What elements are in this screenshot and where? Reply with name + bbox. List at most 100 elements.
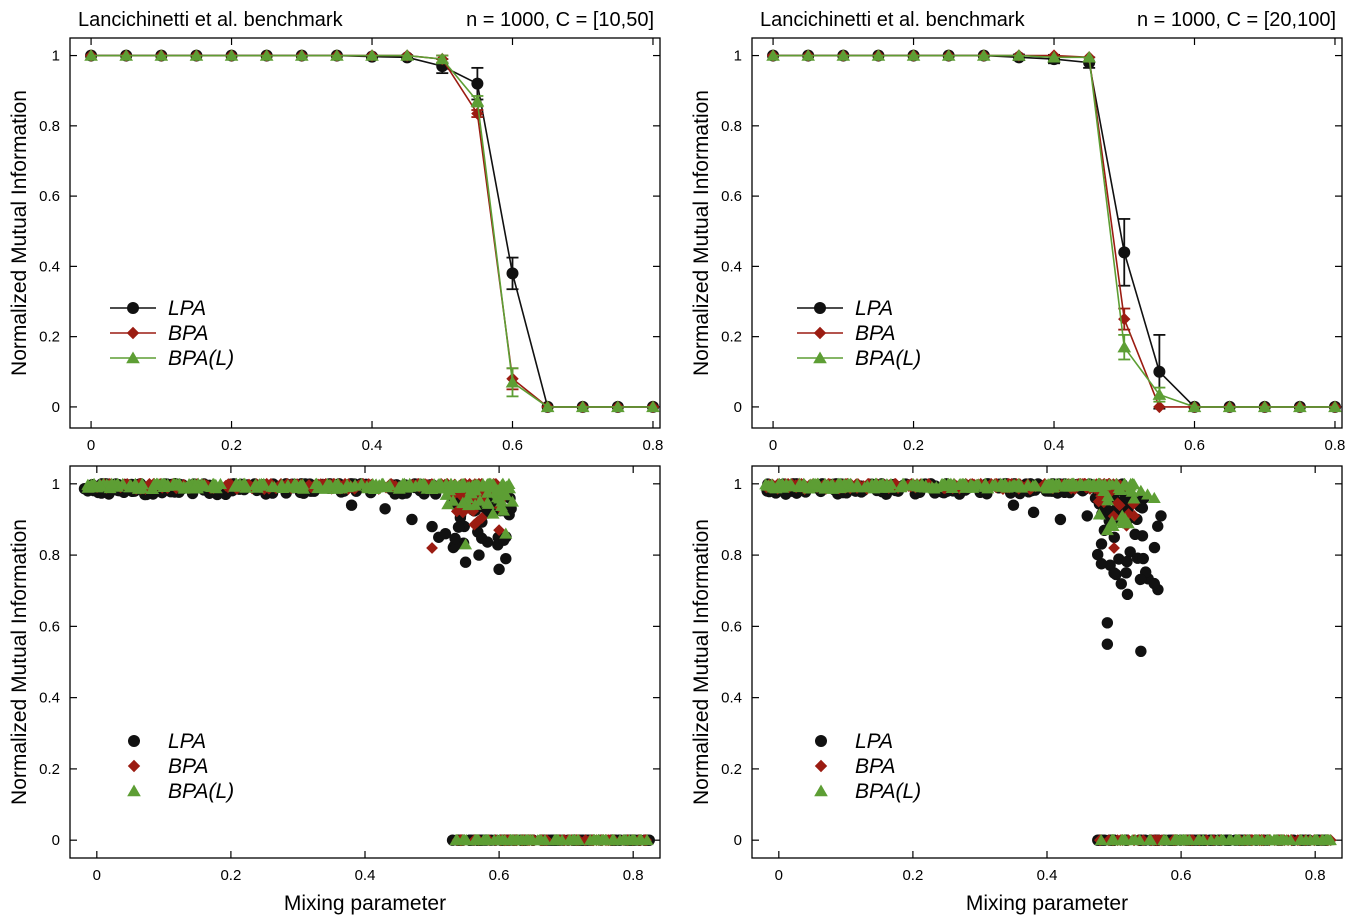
- scatter-point-LPA: [1124, 546, 1136, 558]
- scatter-point-BPA(L): [491, 484, 505, 496]
- x-tick-label: 0.4: [1037, 867, 1058, 884]
- legend-marker-BPA: [813, 326, 827, 340]
- scatter-point-LPA: [1136, 502, 1149, 514]
- data-point-BPA(L): [646, 400, 660, 413]
- scatter-point-LPA: [1007, 499, 1020, 511]
- scatter-point-BPA(L): [981, 482, 995, 494]
- chart-subtitle: n = 1000, C = [20,100]: [1137, 9, 1336, 31]
- scatter-point-LPA: [1108, 567, 1120, 579]
- scatter-point-LPA: [1148, 541, 1161, 554]
- scatter-point-BPA(L): [486, 507, 500, 519]
- scatter-point-LPA: [439, 528, 452, 540]
- scatter-point-LPA: [1115, 578, 1127, 590]
- data-point-BPA(L): [1222, 400, 1237, 413]
- scatter-point-BPA(L): [1094, 834, 1108, 846]
- y-tick-label: 0.2: [39, 761, 60, 778]
- scatter-point-BPA(L): [206, 478, 220, 490]
- y-tick-label: 0.8: [721, 118, 742, 135]
- legend-marker-BPA(L): [813, 351, 827, 364]
- scatter-point-BPA(L): [478, 834, 492, 846]
- data-point-LPA: [471, 77, 484, 90]
- legend-label: BPA(L): [168, 780, 234, 803]
- scatter-point-LPA: [493, 563, 505, 576]
- scatter-point-BPA(L): [555, 834, 569, 846]
- scatter-point-LPA: [1135, 645, 1147, 658]
- scatter-point-BPA(L): [237, 477, 251, 489]
- legend-label: BPA: [168, 322, 208, 345]
- scatter-point-BPA(L): [499, 489, 513, 501]
- series-LPA: [767, 49, 1341, 413]
- scatter-point-LPA: [379, 503, 391, 515]
- y-tick-label: 1: [52, 476, 60, 493]
- scatter-point-BPA(L): [457, 478, 471, 490]
- y-tick-label: 0: [52, 399, 60, 416]
- scatter-point-BPA(L): [116, 477, 130, 489]
- legend-marker-LPA: [128, 735, 140, 747]
- scatter-point-BPA: [426, 542, 438, 554]
- scatter-point-BPA(L): [481, 486, 495, 498]
- x-tick-label: 0.6: [489, 867, 510, 884]
- legend-label: LPA: [168, 730, 206, 753]
- y-axis-label: Normalized Mutual Information: [8, 519, 31, 805]
- data-point-BPA(L): [941, 49, 956, 61]
- scatter-point-BPA: [1113, 499, 1126, 512]
- scatter-point-BPA(L): [416, 478, 430, 490]
- data-point-BPA(L): [611, 400, 625, 413]
- scatter-point-LPA: [449, 532, 461, 545]
- y-tick-label: 0.6: [721, 188, 742, 205]
- chart-panel-3: 0 0.2 0.4 0.6 0.8 0 0.2 0.4 0.6 0.8 1 Normalized Mu…: [8, 465, 661, 915]
- x-tick-label: 0.2: [902, 867, 923, 884]
- legend-label: BPA(L): [855, 780, 921, 803]
- scatter-point-LPA: [345, 499, 358, 511]
- scatter-point-LPA: [473, 549, 485, 561]
- data-point-BPA(L): [1152, 388, 1167, 400]
- x-tick-label: 0.2: [220, 867, 241, 884]
- scatter-point-BPA(L): [469, 834, 483, 846]
- scatter-point-BPA(L): [161, 478, 175, 490]
- data-point-BPA(L): [575, 400, 590, 413]
- scatter-point-BPA: [1103, 486, 1116, 499]
- scatter-point-BPA(L): [1118, 477, 1132, 489]
- scatter-point-BPA(L): [399, 479, 413, 491]
- y-tick-label: 1: [734, 48, 742, 65]
- scatter-point-BPA(L): [1012, 478, 1026, 491]
- y-tick-label: 0.6: [39, 618, 60, 635]
- scatter-point-BPA(L): [523, 834, 537, 846]
- scatter-point-BPA(L): [469, 484, 483, 496]
- plot-frame: [751, 37, 1343, 429]
- scatter-point-BPA(L): [375, 477, 389, 490]
- scatter-point-BPA(L): [954, 477, 968, 489]
- scatter-point-BPA(L): [257, 477, 271, 489]
- scatter-point-LPA: [1121, 555, 1133, 568]
- scatter-point-BPA(L): [818, 477, 832, 489]
- x-tick-label: 0.4: [362, 437, 383, 454]
- x-tick-label: 0.8: [1325, 437, 1346, 454]
- scatter-point-BPA(L): [1191, 834, 1205, 846]
- scatter-point-LPA: [1095, 558, 1108, 570]
- data-point-BPA(L): [259, 49, 274, 61]
- scatter-point-BPA(L): [1127, 478, 1141, 490]
- scatter-point-BPA(L): [1284, 834, 1298, 846]
- x-tick-label: 0.6: [1171, 867, 1192, 884]
- scatter-point-BPA(L): [1106, 834, 1120, 846]
- scatter-point-BPA(L): [922, 481, 936, 493]
- scatter-point-BPA(L): [883, 481, 896, 493]
- chart-subtitle: n = 1000, C = [10,50]: [466, 9, 654, 31]
- scatter-point-BPA(L): [1315, 834, 1329, 846]
- scatter-point-BPA(L): [123, 481, 137, 493]
- scatter-point-BPA(L): [481, 496, 495, 508]
- x-tick-label: 0.4: [1044, 437, 1065, 454]
- scatter-point-LPA: [1148, 577, 1160, 590]
- scatter-point-BPA(L): [81, 479, 95, 491]
- scatter-point-BPA(L): [894, 480, 908, 493]
- x-tick-label: 0: [93, 867, 101, 884]
- scatter-point-LPA: [1137, 552, 1149, 565]
- data-point-BPA: [471, 107, 484, 120]
- legend-label: BPA: [855, 322, 895, 345]
- legend-label: BPA: [855, 755, 895, 778]
- scatter-point-LPA: [1027, 506, 1040, 519]
- data-point-BPA(L): [871, 49, 886, 61]
- scatter-point-BPA(L): [497, 504, 511, 516]
- data-point-BPA(L): [119, 49, 134, 61]
